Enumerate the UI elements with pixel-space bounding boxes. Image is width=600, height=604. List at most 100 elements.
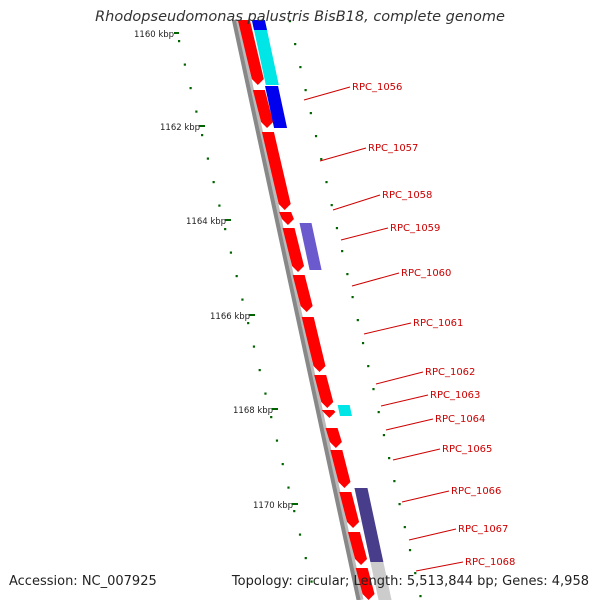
feature-dot — [314, 135, 318, 138]
feature-dot — [393, 480, 396, 483]
leader-line — [375, 371, 424, 385]
leader-line — [408, 528, 457, 541]
scale-dot — [310, 580, 313, 583]
feature-dot — [367, 365, 370, 368]
scale-dot — [275, 439, 279, 442]
feature-dot — [356, 319, 359, 322]
gene-label: RPC_1060 — [401, 268, 451, 279]
scale-label: 1162 kbp — [160, 123, 200, 133]
scale-dot — [252, 345, 256, 348]
scale-label: 1164 kbp — [186, 217, 226, 227]
feature-dot — [330, 204, 333, 207]
scale-dot — [298, 533, 302, 536]
gene-block — [339, 492, 360, 528]
feature-dot — [346, 273, 349, 276]
gene-label: RPC_1066 — [451, 486, 501, 497]
scale-dot — [201, 134, 204, 137]
gene-block-blue — [265, 86, 288, 128]
scale-dot — [218, 204, 221, 207]
feature-dot — [382, 434, 386, 437]
gene-block — [282, 228, 305, 272]
genes-strand-forward — [237, 20, 375, 600]
feature-dot — [419, 595, 422, 598]
leader-line — [380, 394, 429, 407]
scale-label: 1160 kbp — [134, 30, 174, 40]
leader-line — [332, 194, 381, 211]
leader-line — [340, 227, 389, 241]
gene-block — [330, 450, 351, 488]
scale-dot — [293, 510, 296, 513]
leader-line — [415, 561, 464, 572]
leader-line — [351, 272, 400, 287]
gene-block-blue — [251, 20, 267, 30]
gene-label: RPC_1056 — [352, 82, 402, 93]
scale-dot — [178, 40, 181, 43]
gene-label: RPC_1063 — [430, 390, 480, 401]
scale-dot — [229, 251, 233, 254]
scale-dot — [189, 87, 192, 90]
gene-label-leaders — [303, 86, 464, 572]
leader-line — [401, 490, 450, 503]
scale-label: 1166 kbp — [210, 312, 250, 322]
scale-dot — [195, 110, 198, 113]
scale-dot — [247, 322, 250, 325]
leader-line — [385, 418, 434, 431]
scale-dot — [206, 157, 209, 160]
scale-dot — [304, 557, 307, 560]
gene-block — [292, 275, 313, 312]
gene-labels: RPC_1056 RPC_1057 RPC_1058 RPC_1059 RPC_1060… — [352, 82, 515, 568]
gene-block — [314, 375, 334, 408]
gene-block — [325, 428, 342, 448]
gene-block — [279, 212, 294, 225]
gene-block-navy — [354, 488, 384, 562]
feature-dot — [335, 227, 339, 230]
scale-dot — [235, 275, 238, 278]
feature-dot — [304, 89, 307, 92]
gene-block-gray — [370, 562, 392, 600]
gene-block — [355, 568, 375, 600]
feature-dot — [408, 549, 412, 552]
map-title: Rhodopseudomonas palustris BisB18, compl… — [95, 9, 505, 25]
feature-dot — [288, 20, 292, 23]
feature-dot — [294, 43, 297, 46]
feature-dot — [403, 526, 406, 529]
scale-dot — [258, 369, 261, 372]
gene-label: RPC_1061 — [413, 318, 463, 329]
gene-label: RPC_1059 — [390, 223, 440, 234]
gene-block — [347, 532, 368, 565]
feature-dot — [325, 181, 328, 184]
scale-dot — [183, 63, 186, 66]
feature-dot — [372, 388, 375, 391]
feature-dot — [320, 158, 323, 161]
gene-block — [301, 317, 326, 372]
gene-block — [252, 90, 274, 128]
scale-dot — [281, 463, 284, 466]
gene-block-violet — [299, 223, 322, 270]
genome-backbone — [231, 19, 364, 601]
feature-dot — [351, 296, 354, 299]
feature-dot — [341, 250, 344, 253]
gene-block — [321, 410, 336, 418]
gene-block-cyan — [337, 405, 352, 416]
feature-dot — [414, 572, 417, 575]
gene-label: RPC_1067 — [458, 524, 508, 535]
gene-label: RPC_1062 — [425, 367, 475, 378]
scale-dot — [264, 392, 267, 395]
scale-ticks: 1160 kbp 1162 kbp 1164 kbp 1166 kbp 1168 kbp… — [134, 30, 298, 511]
leader-line — [319, 147, 367, 162]
feature-dot — [299, 66, 302, 69]
feature-dot — [388, 457, 391, 460]
gene-block-cyan — [251, 20, 279, 85]
feature-dot — [309, 112, 312, 115]
accession-text: Accession: NC_007925 — [9, 574, 157, 589]
leader-line — [363, 322, 412, 335]
gene-label: RPC_1064 — [435, 414, 485, 425]
gene-label: RPC_1058 — [382, 190, 432, 201]
genes-strand-feature — [251, 20, 392, 600]
feature-dot — [377, 411, 380, 414]
scale-dot — [212, 181, 215, 184]
scale-dots-outer — [178, 40, 313, 583]
feature-dot — [398, 503, 401, 506]
